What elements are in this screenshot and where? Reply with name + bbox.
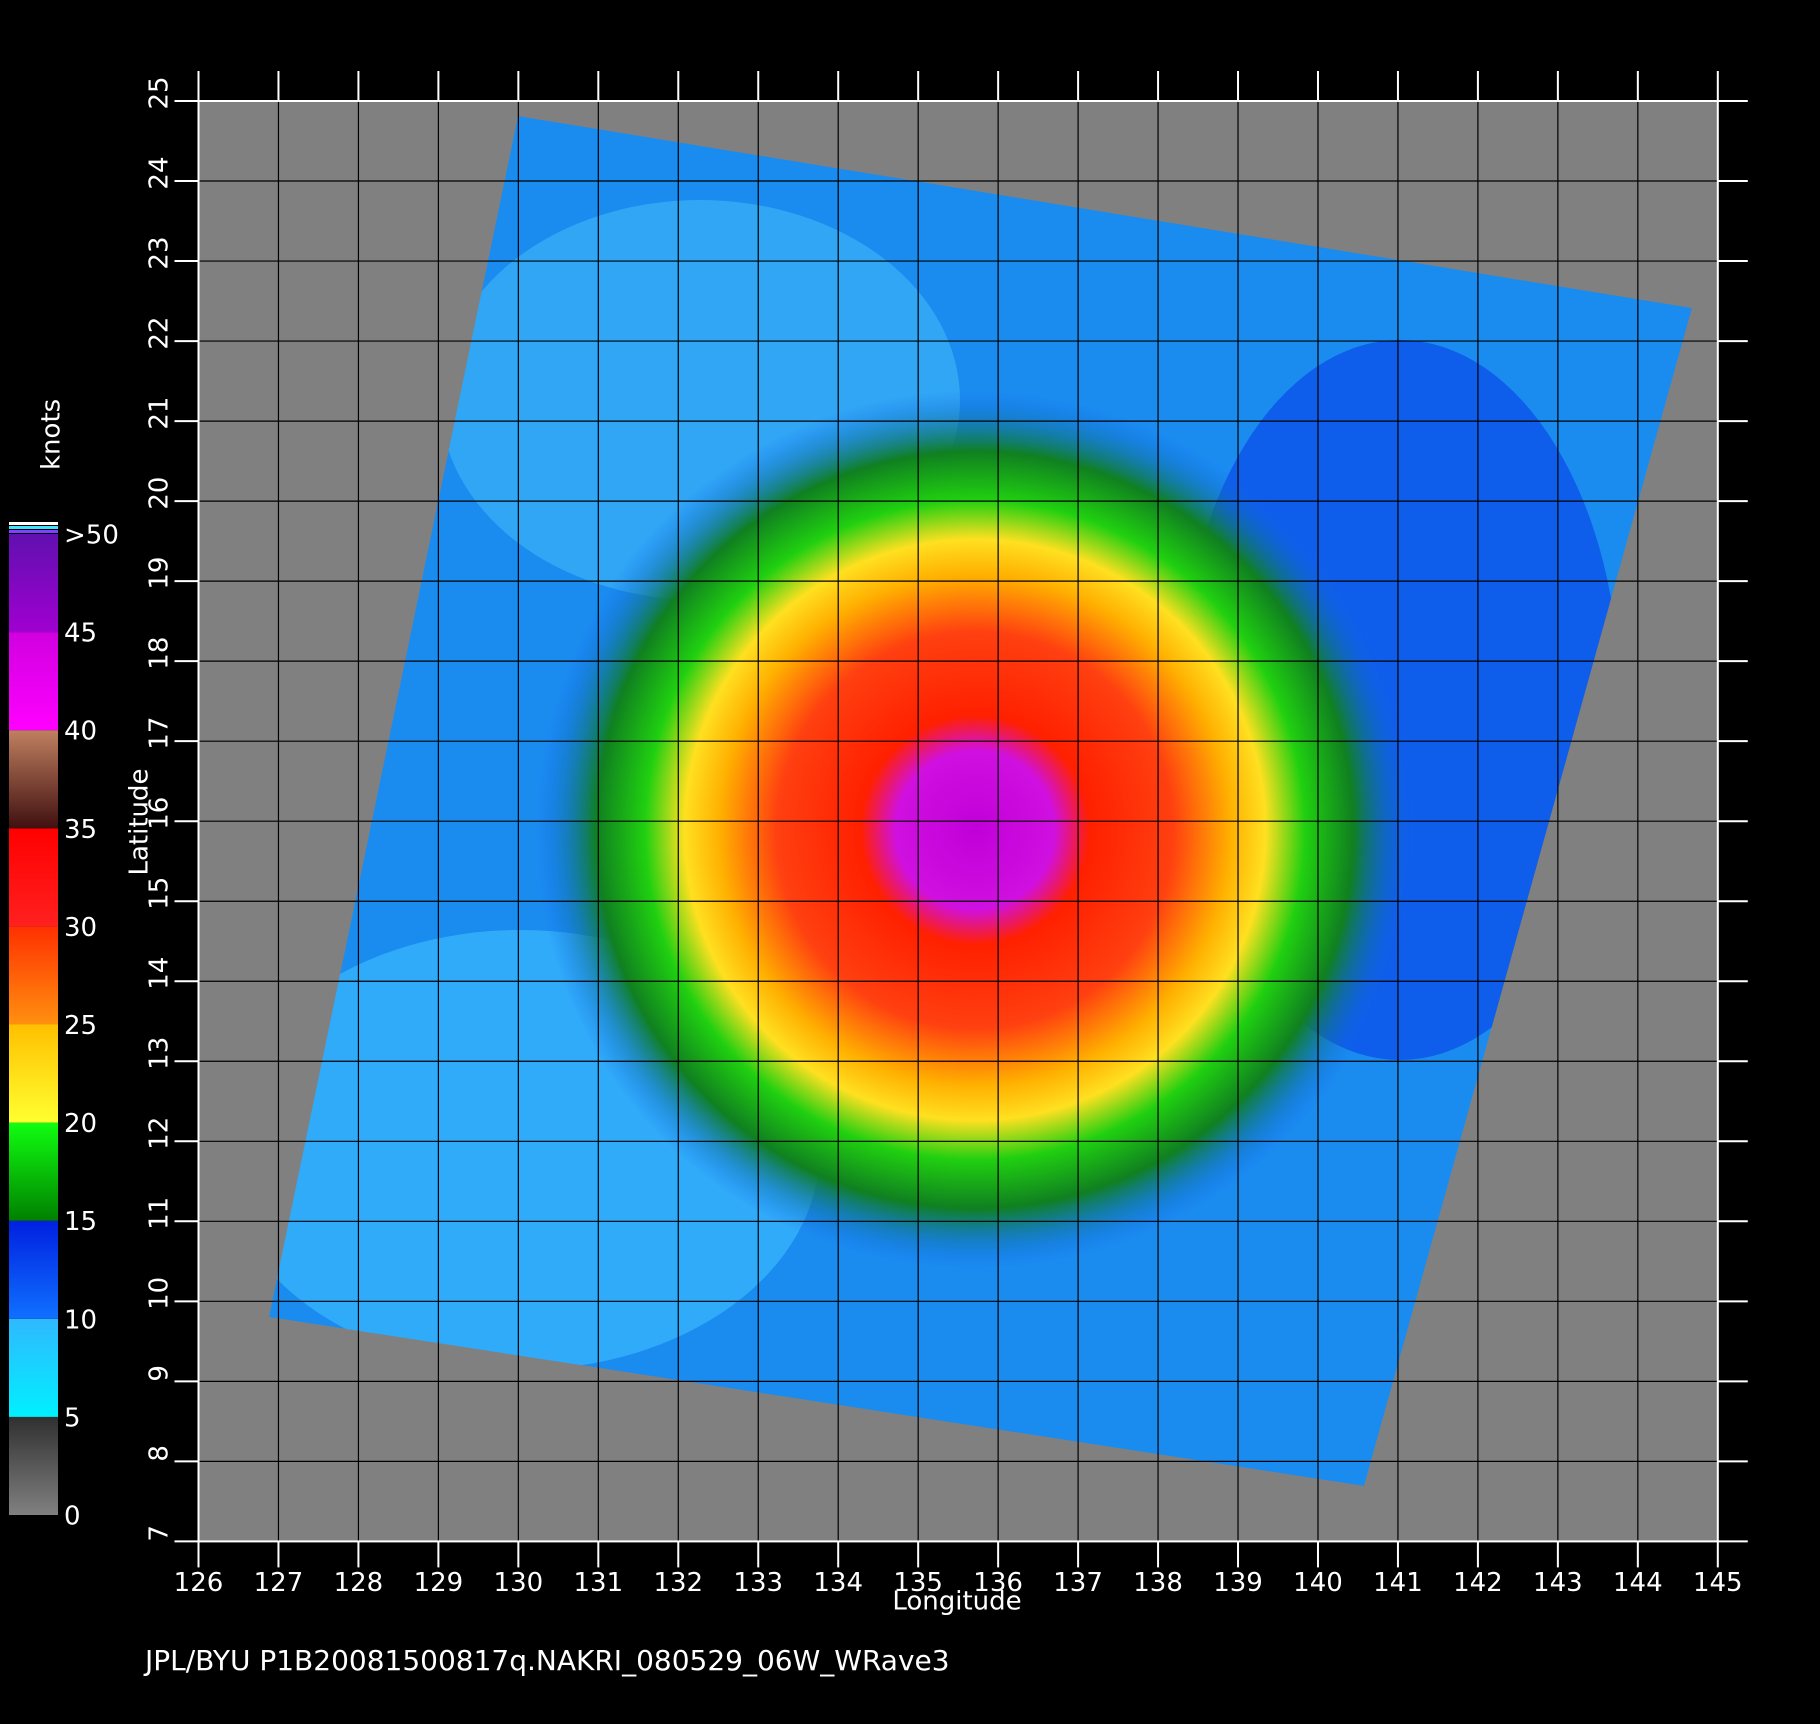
colorbar-segment — [9, 1318, 58, 1417]
y-tick-label: 22 — [145, 317, 175, 350]
x-tick-label: 136 — [973, 1568, 1023, 1598]
y-tick-label: 10 — [145, 1277, 175, 1310]
colorbar-tick-label: 10 — [64, 1305, 97, 1335]
colorbar-segment — [9, 534, 58, 633]
y-tick-label: 15 — [145, 877, 175, 910]
y-tick-label: 25 — [145, 76, 175, 109]
x-tick-label: 128 — [334, 1568, 384, 1598]
y-tick-label: 18 — [145, 637, 175, 670]
x-tick-label: 141 — [1373, 1568, 1423, 1598]
y-tick-label: 19 — [145, 557, 175, 590]
colorbar-tick-label: 20 — [64, 1109, 97, 1139]
x-tick-label: 132 — [653, 1568, 703, 1598]
colorbar-tick-label: >50 — [64, 521, 119, 551]
x-tick-label: 145 — [1693, 1568, 1743, 1598]
colorbar-segment — [9, 1220, 58, 1319]
map-frame — [197, 100, 1719, 1543]
y-tick-label: 7 — [145, 1525, 175, 1542]
x-tick-label: 135 — [893, 1568, 943, 1598]
x-tick-label: 126 — [174, 1568, 224, 1598]
colorbar-segment — [9, 926, 58, 1025]
colorbar-tick-label: 25 — [64, 1011, 97, 1041]
wind-swath — [269, 116, 1692, 1486]
colorbar-tick-label: 45 — [64, 619, 97, 649]
colorbar-cap — [9, 526, 58, 529]
colorbar-segment — [9, 1416, 58, 1515]
y-axis-label: Latitude — [125, 768, 155, 875]
colorbar-tick-label: 15 — [64, 1207, 97, 1237]
x-tick-label: 129 — [414, 1568, 464, 1598]
x-tick-label: 143 — [1533, 1568, 1583, 1598]
colorbar-tick-label: 5 — [64, 1403, 81, 1433]
x-axis-label: Longitude — [892, 1587, 1021, 1617]
colorbar-segment — [9, 730, 58, 829]
x-tick-label: 127 — [254, 1568, 304, 1598]
colorbar-tick-label: 0 — [64, 1502, 81, 1532]
y-tick-label: 14 — [145, 957, 175, 990]
x-tick-label: 144 — [1613, 1568, 1663, 1598]
colorbar-cap — [9, 522, 58, 525]
x-tick-label: 139 — [1213, 1568, 1263, 1598]
y-tick-label: 20 — [145, 477, 175, 510]
colorbar-tick-label: 30 — [64, 913, 97, 943]
footer: JPL/BYU P1B20081500817q.NAKRI_080529_06W… — [143, 1644, 950, 1677]
y-tick-label: 16 — [145, 797, 175, 830]
x-tick-label: 134 — [813, 1568, 863, 1598]
y-tick-label: 17 — [145, 717, 175, 750]
x-tick-label: 137 — [1053, 1568, 1103, 1598]
x-tick-label: 130 — [494, 1568, 544, 1598]
colorbar-tick-label: 40 — [64, 717, 97, 747]
colorbar-cap — [9, 530, 58, 533]
y-tick-label: 21 — [145, 397, 175, 430]
y-tick-label: 24 — [145, 156, 175, 189]
colorbar-label: knots — [37, 399, 67, 470]
y-tick-label: 11 — [145, 1197, 175, 1230]
colorbar-segment — [9, 632, 58, 731]
y-tick-label: 12 — [145, 1117, 175, 1150]
colorbar-segment — [9, 828, 58, 927]
y-tick-label: 23 — [145, 236, 175, 269]
colorbar-segment — [9, 1024, 58, 1123]
x-tick-label: 138 — [1133, 1568, 1183, 1598]
x-tick-label: 133 — [733, 1568, 783, 1598]
x-tick-label: 140 — [1293, 1568, 1343, 1598]
x-tick-label: 131 — [573, 1568, 623, 1598]
colorbar-segment — [9, 1122, 58, 1221]
y-tick-label: 13 — [145, 1037, 175, 1070]
y-tick-label: 9 — [145, 1365, 175, 1382]
colorbar-tick-label: 35 — [64, 815, 97, 845]
x-tick-label: 142 — [1453, 1568, 1503, 1598]
y-tick-label: 8 — [145, 1445, 175, 1462]
